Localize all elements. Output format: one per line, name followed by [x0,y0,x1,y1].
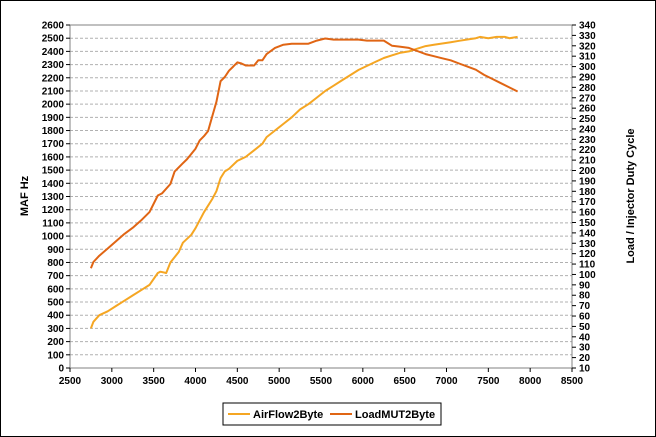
y-tick-label: 0 [58,364,64,375]
x-tick-label: 6000 [352,376,375,387]
y2-tick-label: 130 [579,239,596,250]
y2-axis-title: Load / Injector Duty Cycle [625,128,637,263]
x-tick-label: 3000 [101,376,124,387]
y2-tick-label: 290 [579,72,596,83]
y2-tick-label: 70 [579,301,591,312]
y2-tick-label: 230 [579,135,596,146]
y-tick-label: 2000 [42,100,65,111]
x-tick-label: 5000 [268,376,291,387]
y-axis-title: MAF Hz [19,175,31,216]
y2-tick-label: 340 [579,21,596,32]
y-tick-label: 1500 [42,166,65,177]
y2-tick-label: 210 [579,156,596,167]
y-tick-label: 1200 [42,205,65,216]
y2-tick-label: 280 [579,83,596,94]
y-tick-label: 2600 [42,21,65,32]
x-tick-label: 4000 [184,376,207,387]
y-tick-label: 2200 [42,73,65,84]
y2-tick-label: 120 [579,249,596,260]
y-tick-label: 1300 [42,192,65,203]
y-tick-label: 2100 [42,86,65,97]
y-tick-label: 1800 [42,126,65,137]
x-tick-label: 5500 [310,376,333,387]
x-tick-label: 7000 [435,376,458,387]
y-tick-label: 1900 [42,113,65,124]
y-tick-label: 900 [47,245,64,256]
y-tick-label: 1700 [42,139,65,150]
x-tick-label: 2500 [59,376,82,387]
y2-tick-label: 180 [579,187,596,198]
series-lines [89,35,519,329]
series-line-load [89,37,519,269]
y2-tick-label: 90 [579,280,591,291]
x-tick-label: 8000 [519,376,542,387]
y2-tick-label: 260 [579,104,596,115]
gridlines [70,37,572,356]
y2-tick-label: 170 [579,197,596,208]
y2-tick-label: 320 [579,41,596,52]
y2-tick-label: 190 [579,176,596,187]
y2-tick-label: 150 [579,218,596,229]
y-tick-label: 800 [47,258,64,269]
y-tick-label: 600 [47,284,64,295]
y2-tick-label: 200 [579,166,596,177]
y-tick-label: 1600 [42,152,65,163]
y2-tick-label: 160 [579,208,596,219]
x-axis-ticks: 2500 3000 3500 4000 4500 5000 5500 6000 6500 7000… [59,368,584,387]
y2-tick-label: 60 [579,312,591,323]
y-tick-label: 1100 [42,218,64,229]
y-tick-label: 1400 [42,179,65,190]
y-tick-label: 1000 [42,232,65,243]
legend-label-airflow: AirFlow2Byte [253,409,323,421]
y2-tick-label: 110 [579,260,596,271]
y-tick-label: 700 [47,271,64,282]
y-tick-label: 2400 [42,47,65,58]
y2-tick-label: 310 [579,52,596,63]
y-tick-label: 100 [47,350,64,361]
y-tick-label: 400 [47,311,64,322]
y2-tick-label: 100 [579,270,596,281]
y-tick-label: 300 [47,324,64,335]
legend: AirFlow2Byte LoadMUT2Byte [222,402,442,426]
y2-tick-label: 240 [579,124,596,135]
y2-tick-label: 80 [579,291,591,302]
y2-tick-label: 20 [579,353,591,364]
x-tick-label: 3500 [143,376,166,387]
x-tick-label: 7500 [477,376,500,387]
y2-tick-label: 270 [579,93,596,104]
y-tick-label: 500 [47,298,64,309]
y-tick-label: 2500 [42,34,65,45]
y2-tick-label: 220 [579,145,596,156]
y2-tick-label: 140 [579,228,596,239]
legend-label-load: LoadMUT2Byte [355,409,435,421]
y2-tick-label: 40 [579,332,591,343]
y2-axis-ticks: 1020304050607080901001101201301401501601… [572,21,596,375]
y2-tick-label: 30 [579,343,591,354]
x-tick-label: 4500 [226,376,249,387]
y2-tick-label: 300 [579,62,596,73]
y2-tick-label: 250 [579,114,596,125]
y2-tick-label: 50 [579,322,591,333]
x-tick-label: 8500 [561,376,584,387]
y-tick-label: 200 [47,337,64,348]
series-line-airflow [89,35,518,329]
y2-tick-label: 10 [579,364,591,375]
y-tick-label: 2300 [42,60,65,71]
y-axis-ticks: 0 100 200 300 400 500 600 700 800 900 1000 1100 1200… [42,21,70,375]
x-tick-label: 6500 [394,376,417,387]
y2-tick-label: 330 [579,31,596,42]
